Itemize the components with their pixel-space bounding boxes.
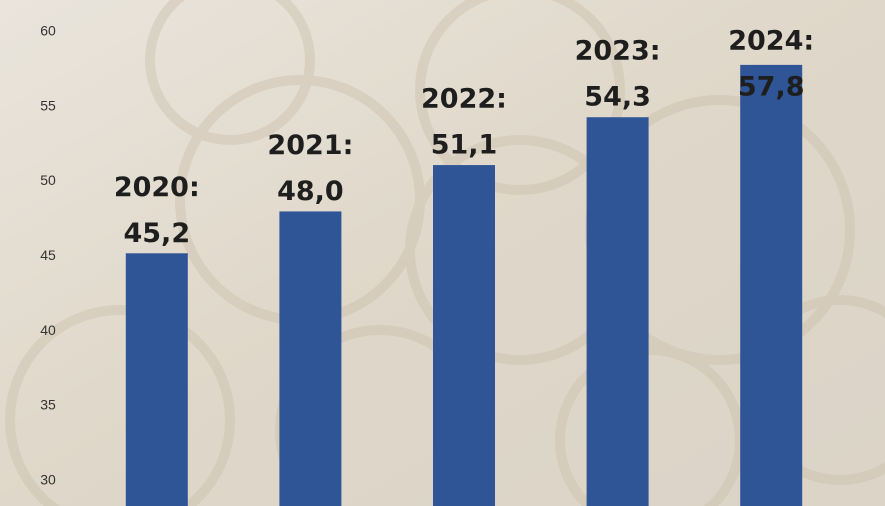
bar [433,165,495,506]
value-label: 57,8 [738,72,805,103]
category-label: 2023: [575,36,661,67]
value-label: 48,0 [277,176,344,207]
y-tick-label: 55 [40,97,56,113]
bar [279,211,342,506]
category-label: 2020: [114,172,200,203]
y-tick-label: 60 [40,23,56,39]
y-tick-label: 50 [40,172,56,188]
y-tick-label: 30 [40,471,56,487]
y-tick-label: 35 [40,397,56,413]
category-label: 2022: [421,84,507,115]
value-label: 45,2 [123,218,190,249]
value-label: 51,1 [431,130,498,161]
bar [740,64,803,506]
bar [586,117,649,506]
y-tick-label: 40 [40,322,56,338]
category-label: 2024: [728,26,814,57]
value-label: 54,3 [584,82,651,113]
bar [125,253,188,506]
category-label: 2021: [267,130,353,161]
y-tick-label: 45 [40,247,56,263]
